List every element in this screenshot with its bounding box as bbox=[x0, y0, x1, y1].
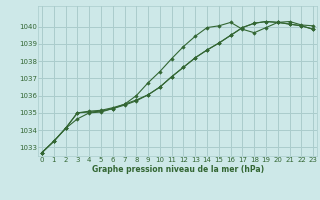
X-axis label: Graphe pression niveau de la mer (hPa): Graphe pression niveau de la mer (hPa) bbox=[92, 165, 264, 174]
